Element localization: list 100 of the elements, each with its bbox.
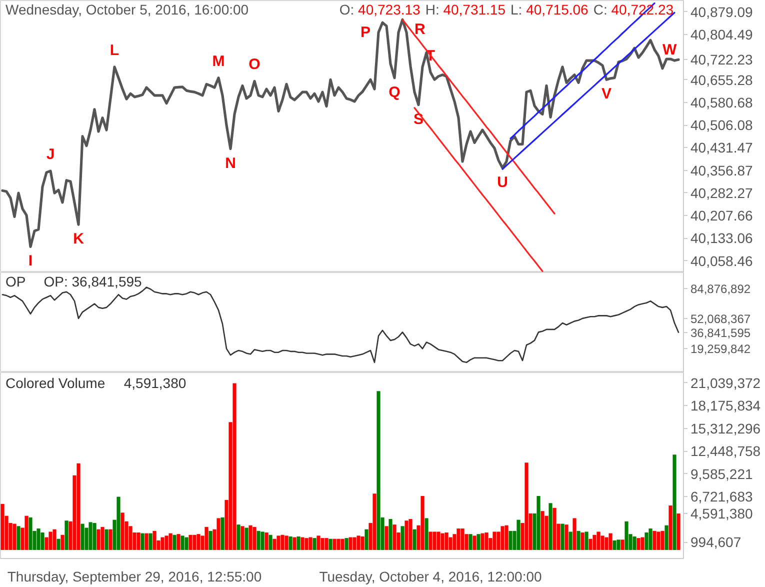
annotation: O: 40,723.13 [339, 2, 421, 18]
y-tick-label: 21,039,372 [690, 374, 761, 391]
bar [268, 534, 272, 550]
y-tick-label: 6,721,683 [690, 488, 753, 505]
bar [604, 537, 608, 550]
data-label: P [360, 24, 371, 42]
bar [280, 534, 284, 550]
bar [240, 526, 244, 550]
bar [144, 533, 148, 550]
bar [524, 462, 528, 550]
bar [344, 538, 348, 550]
bar [412, 529, 416, 550]
bar [48, 532, 52, 550]
y-tick-label: 12,448,758 [690, 443, 761, 460]
chart-subtitle: OP: 36,841,595 [44, 274, 142, 290]
data-label: J [46, 146, 55, 163]
y-tick-label: 40,207.66 [690, 208, 753, 224]
x-tick-label: Thursday, September 29, 2016, 12:55:00 [7, 568, 262, 584]
bar [492, 532, 496, 550]
bar [480, 533, 484, 550]
bar [372, 494, 376, 550]
bar [336, 538, 340, 550]
data-label: R [414, 21, 426, 38]
bar [648, 528, 652, 550]
bar [624, 521, 628, 550]
bar [348, 537, 352, 550]
bar [552, 508, 556, 550]
y-tick-label: 40,133.06 [690, 230, 753, 246]
bar [400, 526, 404, 550]
y-tick-label: 40,722.23 [690, 52, 753, 68]
bar [424, 518, 428, 550]
bar [664, 525, 668, 550]
bar [232, 383, 236, 550]
chart-subtitle: 4,591,380 [124, 375, 186, 392]
bar [64, 520, 68, 550]
bar [672, 454, 676, 550]
bar [608, 533, 612, 550]
bar [352, 537, 356, 550]
bar [656, 532, 660, 550]
bar [420, 496, 424, 550]
bar [676, 514, 680, 550]
chart-title: OP [6, 274, 26, 290]
bar [80, 524, 84, 550]
bar [592, 534, 596, 550]
bar [364, 529, 368, 550]
y-tick-label: 40,804.49 [690, 26, 753, 43]
bar [244, 528, 248, 550]
y-tick-label: 994,607 [690, 534, 742, 550]
y-tick-label: 40,058.46 [690, 252, 753, 269]
bar [508, 530, 512, 550]
bar [460, 528, 464, 550]
bar [652, 530, 656, 550]
bar [168, 533, 172, 550]
bar [668, 505, 672, 550]
bar [568, 532, 572, 550]
bar [576, 530, 580, 550]
bar [444, 532, 448, 550]
bar [564, 524, 568, 550]
bar [92, 522, 96, 550]
bar [160, 537, 164, 550]
y-tick-label: 18,175,834 [690, 398, 761, 414]
bar [588, 538, 592, 550]
data-label: W [662, 42, 678, 59]
bar [76, 463, 80, 550]
bar [392, 524, 396, 550]
bar [308, 537, 312, 550]
bar [456, 528, 460, 550]
y-tick-label: 40,879.09 [690, 4, 753, 20]
bar [220, 517, 224, 550]
bar [12, 524, 16, 550]
bar [172, 534, 176, 550]
bar [504, 525, 508, 550]
bar [264, 532, 268, 550]
bar [292, 537, 296, 550]
bar [188, 534, 192, 550]
bar [248, 525, 252, 550]
bar [484, 532, 488, 550]
bar [376, 391, 380, 550]
bar [196, 534, 200, 550]
bar [404, 520, 408, 550]
bar [312, 538, 316, 550]
y-tick-label: 9,585,221 [690, 466, 753, 482]
bar [24, 516, 28, 550]
bar [476, 534, 480, 550]
y-tick-label: 40,655.28 [690, 72, 753, 88]
bar [16, 526, 20, 550]
bar [316, 536, 320, 550]
bar [540, 511, 544, 550]
bar [56, 538, 60, 550]
line-series [402, 18, 556, 214]
bar [184, 537, 188, 550]
bar [432, 532, 436, 550]
data-label: V [602, 86, 612, 103]
bar [340, 538, 344, 550]
bar [324, 538, 328, 550]
bar [288, 536, 292, 550]
bar [40, 532, 44, 550]
bar [208, 530, 212, 550]
chart-title: Colored Volume [6, 375, 106, 392]
bar [152, 530, 156, 550]
